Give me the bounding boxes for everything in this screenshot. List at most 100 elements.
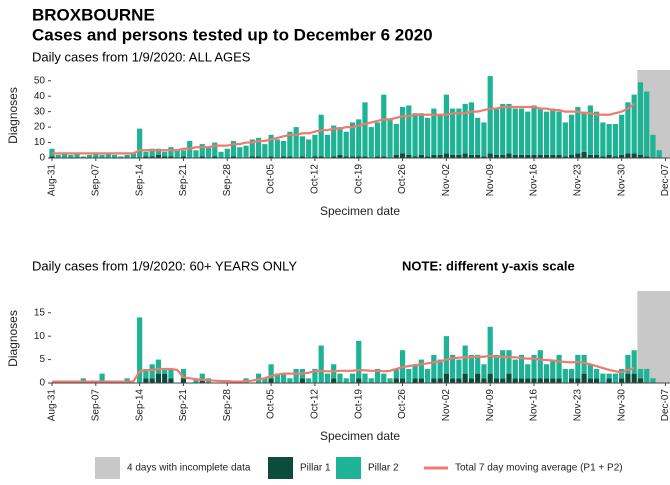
bar <box>268 156 274 158</box>
bar <box>537 108 543 155</box>
x-tick-label: Oct-26 <box>397 164 408 194</box>
bar <box>318 345 324 383</box>
bar <box>425 117 431 157</box>
bar <box>212 142 218 157</box>
x-tick-label: Nov-16 <box>529 164 540 197</box>
bar <box>193 150 199 158</box>
bar <box>518 354 525 379</box>
y-tick-label: 15 <box>34 307 46 318</box>
bar <box>493 378 500 383</box>
bar <box>562 122 568 157</box>
bar <box>262 378 268 383</box>
bar <box>606 378 612 383</box>
bar <box>581 373 587 383</box>
bar <box>349 156 356 158</box>
bar <box>180 368 187 379</box>
bar <box>481 364 487 379</box>
bar <box>525 364 531 379</box>
x-tick-label: Oct-12 <box>310 164 321 194</box>
bar <box>425 156 431 158</box>
legend-swatch <box>336 457 361 479</box>
bar <box>637 378 644 383</box>
y-axis-label: Diagnoses <box>6 87 20 144</box>
bar <box>287 156 293 158</box>
bar <box>243 145 249 158</box>
bar <box>493 154 500 158</box>
bar <box>612 156 618 158</box>
bar <box>531 154 537 158</box>
bar <box>543 111 550 155</box>
bar <box>568 114 575 155</box>
bar <box>324 134 331 158</box>
bar <box>412 156 418 158</box>
x-tick-label: Sep-21 <box>178 164 189 197</box>
bar <box>475 117 481 155</box>
page-subtitle: Cases and persons tested up to December … <box>32 25 433 44</box>
bar <box>487 373 493 383</box>
bar <box>543 364 550 379</box>
bar <box>399 107 406 154</box>
bar <box>587 364 593 379</box>
bar <box>68 154 74 158</box>
bar <box>418 154 424 158</box>
bar <box>299 136 305 157</box>
bar <box>393 124 399 155</box>
bar <box>356 378 362 383</box>
bar <box>506 350 512 374</box>
bar <box>625 102 631 154</box>
bar <box>431 378 437 383</box>
x-tick-label: Nov-16 <box>529 389 540 422</box>
bar <box>625 354 631 374</box>
bar <box>462 373 468 383</box>
bar <box>600 373 606 383</box>
bar <box>412 113 418 157</box>
bar <box>581 151 587 158</box>
bar <box>249 139 255 157</box>
bar <box>255 156 262 158</box>
bar <box>387 378 393 383</box>
bar <box>374 156 381 158</box>
bar <box>99 154 105 158</box>
bar <box>556 378 562 383</box>
bar <box>149 148 155 157</box>
bar <box>500 350 506 379</box>
x-tick-label: Oct-05 <box>266 389 277 419</box>
bar <box>431 354 437 379</box>
x-axis-label: Specimen date <box>320 204 400 218</box>
bar <box>506 103 512 154</box>
bar <box>381 156 387 158</box>
bar <box>249 156 255 158</box>
bar <box>168 156 174 158</box>
bar <box>450 154 456 158</box>
y-tick-label: 20 <box>34 122 46 133</box>
bar <box>168 147 174 157</box>
bar <box>550 378 556 383</box>
y-tick-label: 30 <box>34 106 46 117</box>
bar <box>443 373 449 383</box>
bar <box>594 368 600 379</box>
bar <box>437 378 443 383</box>
bar <box>399 378 406 383</box>
x-tick-label: Sep-28 <box>222 389 233 422</box>
bar <box>331 125 337 157</box>
bar <box>312 134 318 157</box>
bar <box>631 373 637 383</box>
bar <box>49 156 55 158</box>
bar <box>644 156 650 158</box>
bar <box>230 141 237 157</box>
bar <box>312 156 318 158</box>
bar <box>149 156 155 158</box>
bar <box>412 378 418 383</box>
bar <box>406 154 412 158</box>
bar <box>650 134 656 158</box>
bar <box>155 359 162 374</box>
bar <box>443 153 449 158</box>
bar <box>550 154 556 158</box>
bar <box>518 108 525 155</box>
bar <box>406 368 412 383</box>
bar <box>556 154 562 158</box>
bar <box>475 154 481 158</box>
bar <box>112 154 118 158</box>
bar <box>493 354 500 379</box>
bar <box>568 368 575 379</box>
